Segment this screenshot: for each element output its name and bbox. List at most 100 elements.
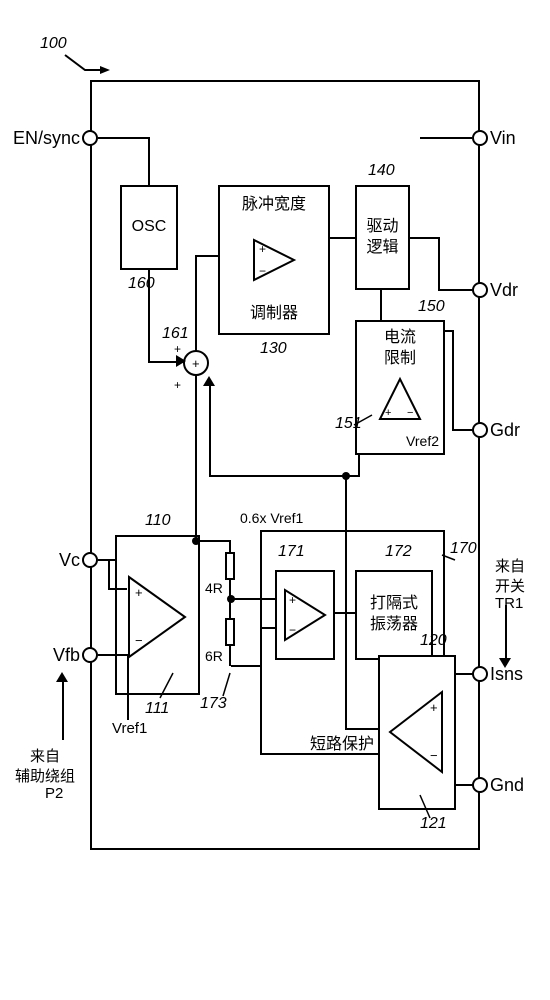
wire xyxy=(456,784,473,786)
svg-text:+: + xyxy=(135,585,143,600)
ref-120: 120 xyxy=(420,632,447,650)
wire xyxy=(505,605,507,665)
arrow-up-icon xyxy=(56,672,70,684)
wire xyxy=(452,330,454,430)
wire xyxy=(209,380,211,476)
pin-vdr xyxy=(472,282,488,298)
ref-171: 171 xyxy=(278,543,305,561)
resistor-6r xyxy=(225,618,235,646)
current-limit-label-2: 限制 xyxy=(384,349,416,370)
pin-vin xyxy=(472,130,488,146)
wire xyxy=(108,559,110,589)
arrow-icon xyxy=(203,376,217,388)
svg-text:+: + xyxy=(259,242,266,256)
arrow-icon xyxy=(176,355,188,369)
osc-block: OSC xyxy=(120,185,178,270)
wire xyxy=(98,559,116,561)
ref-121-leader xyxy=(415,790,440,820)
wire xyxy=(345,728,378,730)
ref-111-leader xyxy=(155,668,180,703)
pin-gdr xyxy=(472,422,488,438)
wire xyxy=(420,137,472,139)
wire xyxy=(98,137,150,139)
ref-161: 161 xyxy=(162,325,189,343)
svg-text:−: − xyxy=(430,748,438,763)
wire xyxy=(62,680,64,740)
drive-logic-block: 驱动 逻辑 xyxy=(355,185,410,290)
pwm-opamp-icon: + − xyxy=(249,235,299,285)
wire xyxy=(195,540,231,542)
ref-100-leader xyxy=(60,50,120,85)
current-limit-vref: Vref2 xyxy=(406,432,439,450)
wire xyxy=(148,138,150,185)
current-limit-opamp-icon: + − xyxy=(375,374,425,424)
wire xyxy=(438,289,473,291)
svg-text:−: − xyxy=(135,633,143,648)
pin-vin-label: Vin xyxy=(490,128,516,149)
wire xyxy=(98,654,127,656)
ref-151-leader xyxy=(352,410,377,430)
junction-dot xyxy=(192,537,200,545)
wire xyxy=(209,475,347,477)
multiplier-label: 0.6x Vref1 xyxy=(240,510,303,526)
wire xyxy=(452,429,473,431)
pin-vfb-label: Vfb xyxy=(42,645,80,666)
pin-gnd-label: Gnd xyxy=(490,775,524,796)
wire xyxy=(380,290,382,320)
ref-173-leader xyxy=(218,668,238,698)
drive-label-2: 逻辑 xyxy=(366,238,398,259)
pin-vfb xyxy=(82,647,98,663)
wire xyxy=(229,646,231,666)
svg-text:−: − xyxy=(289,623,296,637)
pwm-label-1: 脉冲宽度 xyxy=(242,195,306,216)
svg-text:−: − xyxy=(407,407,413,419)
wire xyxy=(438,237,440,290)
pin-vc xyxy=(82,552,98,568)
resistor-6r-label: 6R xyxy=(205,648,223,664)
wire xyxy=(231,598,275,600)
arrow-down-icon xyxy=(499,658,513,670)
comparator-171: + − xyxy=(275,570,335,660)
ref-130: 130 xyxy=(260,340,287,358)
ref-170-leader xyxy=(440,545,460,565)
wire xyxy=(195,375,197,541)
pwm-label-2: 调制器 xyxy=(250,304,298,325)
hiccup-label-2: 振荡器 xyxy=(370,615,418,636)
wire xyxy=(229,540,231,552)
svg-text:+: + xyxy=(430,700,438,715)
external-right-label3: TR1 xyxy=(495,595,523,612)
svg-text:+: + xyxy=(385,407,391,419)
pin-vdr-label: Vdr xyxy=(490,280,518,301)
current-limit-label-1: 电流 xyxy=(384,328,416,349)
current-sense-amp-block: + − xyxy=(378,655,456,810)
wire xyxy=(445,330,454,332)
pin-en-sync xyxy=(82,130,98,146)
external-right-label2: 开关 xyxy=(495,575,525,596)
osc-label: OSC xyxy=(132,217,167,238)
ref-172: 172 xyxy=(385,543,412,561)
pin-vc-label: Vc xyxy=(45,550,80,571)
external-right-label1: 来自 xyxy=(495,555,525,576)
wire xyxy=(260,627,276,629)
resistor-4r xyxy=(225,552,235,580)
wire xyxy=(231,665,261,667)
pin-isns xyxy=(472,666,488,682)
ref-150: 150 xyxy=(418,298,445,316)
wire xyxy=(358,455,360,477)
pin-en-sync-label: EN/sync xyxy=(5,128,80,149)
wire xyxy=(260,628,262,666)
drive-label-1: 驱动 xyxy=(366,217,398,238)
external-bottom-label3: P2 xyxy=(45,785,63,802)
wire xyxy=(456,673,473,675)
wire xyxy=(195,256,197,351)
external-bottom-label1: 来自 xyxy=(30,745,60,766)
ref-160: 160 xyxy=(128,275,155,293)
pwm-block: 脉冲宽度 + − 调制器 xyxy=(218,185,330,335)
external-bottom-label2: 辅助绕组 xyxy=(15,765,75,786)
ref-110: 110 xyxy=(145,512,171,530)
summing-plus-bot: + xyxy=(174,378,181,392)
wire xyxy=(148,270,150,363)
summing-plus-top: + xyxy=(174,342,181,356)
wire xyxy=(345,475,347,730)
wire xyxy=(330,237,356,239)
